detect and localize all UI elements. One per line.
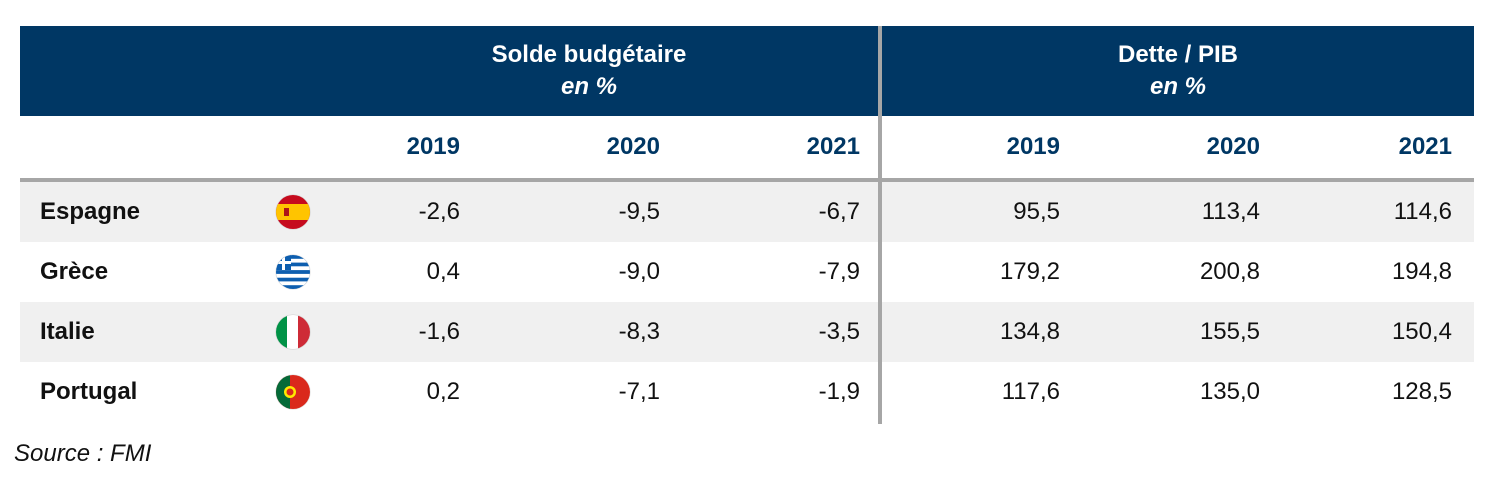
portugal-flag-icon [276,375,310,409]
table-cell: -9,0 [618,258,660,285]
table-cell: -2,6 [418,198,460,225]
table-cell: 95,5 [1013,198,1060,225]
table-cell: 200,8 [1199,258,1260,285]
header-group-debt: Dette / PIB en % [882,26,1474,116]
year-header-row: 2019 2020 2021 2019 2020 2021 [20,116,1474,178]
table-cell: 114,6 [1393,198,1452,225]
table-cell: -7,1 [618,378,660,405]
table-cell: -1,9 [818,378,860,405]
header-group-title: Solde budgétaire [491,41,687,68]
year-header: 2020 [606,133,660,160]
country-name: Italie [40,318,95,345]
italy-flag-icon [276,315,310,349]
table-row: Portugal 0,2 -7,1 -1,9 117,6 135,0 128,5 [20,362,1474,422]
column-group-divider [878,26,882,424]
spain-flag-icon [276,195,310,229]
year-header: 2021 [1398,133,1452,160]
table-cell: 134,8 [999,318,1060,345]
table-cell: 128,5 [1391,378,1452,405]
country-name: Espagne [40,198,141,225]
header-divider [20,178,1474,182]
year-header: 2020 [1206,133,1260,160]
table-row: Italie -1,6 -8,3 -3,5 134,8 155,5 150,4 [20,302,1474,362]
table-cell: 135,0 [1199,378,1260,405]
table-cell: 155,5 [1199,318,1260,345]
table-row: Grèce 0,4 -9,0 -7,9 179,2 200,8 194,8 [20,242,1474,302]
table-cell: -8,3 [618,318,660,345]
year-header: 2019 [406,133,460,160]
country-name: Portugal [40,378,138,405]
table-cell: 150,4 [1391,318,1452,345]
table-cell: -1,6 [418,318,460,345]
header-group-unit: en % [1149,73,1206,100]
table-row: Espagne -2,6 -9,5 -6,7 95,5 113,4 114,6 [20,182,1474,242]
country-name: Grèce [40,258,109,285]
source-note: Source : FMI [14,440,152,467]
table-cell: -3,5 [818,318,860,345]
table-cell: 194,8 [1391,258,1452,285]
greece-flag-icon [276,255,310,289]
table-cell: 117,6 [1001,378,1060,405]
table-cell: -9,5 [618,198,660,225]
table-cell: 179,2 [999,258,1060,285]
table-header: Solde budgétaire en % Dette / PIB en % [20,26,1474,116]
table-cell: -7,9 [818,258,860,285]
table-cell: -6,7 [818,198,860,225]
header-group-title: Dette / PIB [1117,41,1239,68]
table-cell: 0,4 [426,258,460,285]
year-header: 2019 [1006,133,1060,160]
table-cell: 0,2 [426,378,460,405]
header-group-unit: en % [560,73,617,100]
year-header: 2021 [806,133,860,160]
header-group-budget: Solde budgétaire en % [300,26,878,116]
table-cell: 113,4 [1201,198,1260,225]
